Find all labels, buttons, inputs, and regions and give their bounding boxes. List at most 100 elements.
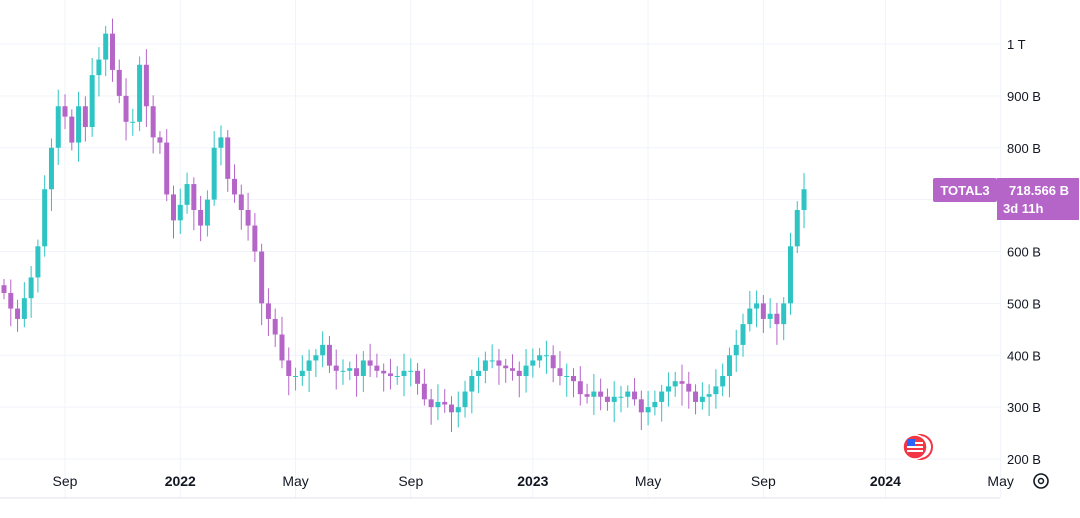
us-flag-event-icon[interactable] <box>902 434 933 460</box>
candle-body <box>476 370 482 376</box>
candle <box>164 129 170 202</box>
candle-body <box>577 381 583 395</box>
candle-body <box>706 394 712 397</box>
candle-body <box>550 355 556 369</box>
candle <box>89 58 95 137</box>
candle <box>489 344 495 369</box>
price-tick-label: 300 B <box>1007 400 1041 415</box>
candle <box>42 175 48 257</box>
candle-body <box>591 391 597 397</box>
candle <box>306 349 312 393</box>
candle <box>232 164 238 203</box>
candle-body <box>632 391 638 400</box>
candle <box>374 353 380 378</box>
candle <box>455 391 461 428</box>
candle <box>299 355 305 386</box>
candle-body <box>442 401 448 405</box>
candle-body <box>238 194 244 210</box>
symbol-label: TOTAL3 <box>940 183 989 198</box>
candle <box>706 384 712 416</box>
candle <box>238 184 244 230</box>
candle-body <box>720 376 726 387</box>
candle <box>523 349 529 393</box>
candle <box>584 383 590 404</box>
candle <box>774 302 780 345</box>
candle-body <box>652 401 658 408</box>
candle <box>28 266 34 318</box>
candle-body <box>164 142 170 195</box>
candle <box>401 353 407 397</box>
candle-body <box>482 360 488 371</box>
candle <box>781 297 787 341</box>
candle <box>659 384 665 422</box>
candle-body <box>82 106 88 127</box>
candle <box>428 388 434 425</box>
candle <box>530 348 536 378</box>
candles <box>1 18 807 433</box>
symbol-price-tag: TOTAL3 718.566 B 3d 11h <box>933 178 1079 220</box>
candle <box>137 56 143 132</box>
candle-body <box>638 399 644 413</box>
settings-gear-icon[interactable] <box>1033 473 1049 489</box>
candle <box>747 290 753 332</box>
candle-body <box>293 376 299 377</box>
candle-body <box>137 64 143 122</box>
candle <box>510 354 515 381</box>
candle-body <box>130 121 136 123</box>
candle <box>354 354 360 397</box>
candle <box>604 388 610 411</box>
time-tick-label: Sep <box>398 473 423 489</box>
time-tick-label: Sep <box>751 473 776 489</box>
candle <box>171 185 176 239</box>
candle <box>143 49 149 127</box>
candle <box>69 109 75 151</box>
candle <box>543 340 549 374</box>
candle-body <box>191 184 197 210</box>
candle-body <box>584 394 590 397</box>
candle <box>245 192 251 241</box>
candle <box>618 385 624 413</box>
candle-body <box>733 344 739 356</box>
candle <box>21 282 27 328</box>
time-tick-label: May <box>282 473 308 489</box>
candle <box>726 347 732 398</box>
candle-body <box>1 285 7 293</box>
candle <box>564 363 570 397</box>
candle-body <box>448 404 454 413</box>
price-tick-label: 1 T <box>1007 37 1026 52</box>
candle <box>123 78 129 141</box>
candle-body <box>360 360 366 376</box>
candle-body <box>245 210 251 226</box>
candle-body <box>665 386 671 392</box>
candle <box>442 388 448 413</box>
candle <box>693 384 699 415</box>
candle <box>794 201 800 254</box>
candle-body <box>96 59 102 76</box>
candle <box>415 363 421 395</box>
candle-body <box>35 246 41 278</box>
time-axis[interactable]: Sep 2022 May Sep 2023 May Sep 2024 May <box>53 473 1014 489</box>
candle <box>340 359 346 385</box>
candle-body <box>713 386 719 395</box>
candle-body <box>299 370 305 376</box>
candle <box>550 345 556 383</box>
candle <box>96 47 102 97</box>
candle <box>760 295 766 333</box>
candle-body <box>8 293 14 309</box>
candle-body <box>103 33 109 60</box>
candle-body <box>571 376 577 382</box>
time-tick-label: 2024 <box>870 473 901 489</box>
candle-body <box>611 396 617 402</box>
candle <box>82 96 88 142</box>
price-tick-label: 500 B <box>1007 296 1041 311</box>
candle <box>360 351 366 393</box>
candle <box>713 369 719 409</box>
candle <box>787 232 793 315</box>
candle-body <box>42 189 48 247</box>
candle-body <box>150 106 156 138</box>
candle-body <box>333 365 339 371</box>
candle-body <box>109 33 115 70</box>
candle-body <box>598 391 604 397</box>
